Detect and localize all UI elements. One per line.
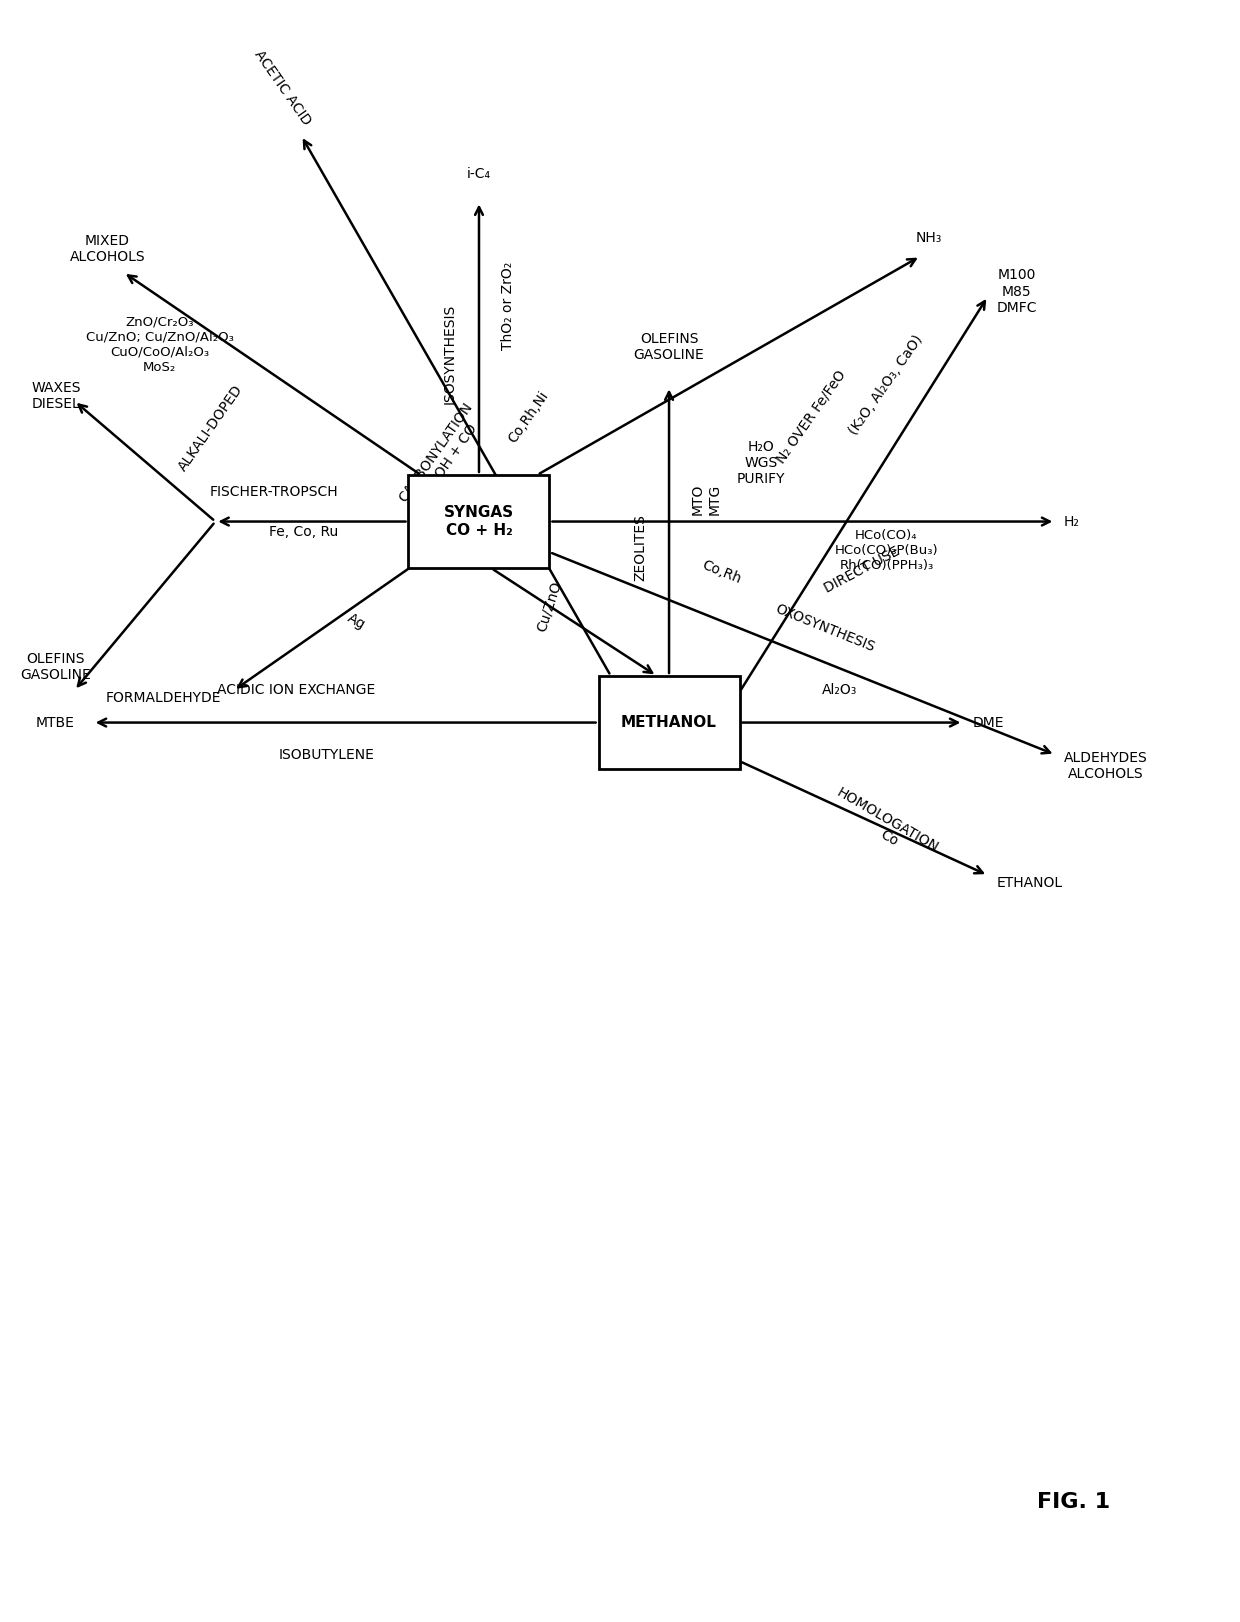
Text: OXOSYNTHESIS: OXOSYNTHESIS [774,602,877,654]
Text: Cu/ZnO: Cu/ZnO [534,579,564,633]
Text: ACIDIC ION EXCHANGE: ACIDIC ION EXCHANGE [217,683,374,697]
Text: ISOBUTYLENE: ISOBUTYLENE [279,748,374,762]
Text: HOMOLOGATION: HOMOLOGATION [835,785,941,855]
Text: H₂O
WGS
PURIFY: H₂O WGS PURIFY [737,440,785,487]
Text: DME: DME [973,715,1004,730]
Text: FISCHER-TROPSCH: FISCHER-TROPSCH [210,485,339,500]
Bar [408,475,549,568]
Text: FIG. 1: FIG. 1 [1037,1492,1110,1512]
Text: ALDEHYDES
ALCOHOLS: ALDEHYDES ALCOHOLS [1064,751,1147,782]
Text: Co: Co [878,827,900,848]
Bar [599,676,739,769]
Text: ThO₂ or ZrO₂: ThO₂ or ZrO₂ [501,261,515,350]
Text: ALKALI-DOPED: ALKALI-DOPED [176,383,246,474]
Text: ETHANOL: ETHANOL [997,876,1063,890]
Text: Co,Rh,Ni: Co,Rh,Ni [505,389,551,446]
Text: METHANOL: METHANOL [621,715,717,730]
Text: SYNGAS
CO + H₂: SYNGAS CO + H₂ [444,506,515,539]
Text: Co,Rh: Co,Rh [699,558,743,586]
Text: ACETIC ACID: ACETIC ACID [252,47,314,128]
Text: NH₃: NH₃ [916,230,942,245]
Text: Fe, Co, Ru: Fe, Co, Ru [269,526,339,539]
Text: Ag: Ag [345,610,368,633]
Text: WAXES
DIESEL: WAXES DIESEL [31,381,81,412]
Text: MTBE: MTBE [36,715,74,730]
Text: OLEFINS
GASOLINE: OLEFINS GASOLINE [634,333,704,362]
Text: N₂ OVER Fe/FeO: N₂ OVER Fe/FeO [774,368,848,466]
Text: ZnO/Cr₂O₃
Cu/ZnO; Cu/ZnO/Al₂O₃
CuO/CoO/Al₂O₃
MoS₂: ZnO/Cr₂O₃ Cu/ZnO; Cu/ZnO/Al₂O₃ CuO/CoO/A… [86,316,234,373]
Text: ZEOLITES: ZEOLITES [632,514,647,581]
Text: ISOSYNTHESIS: ISOSYNTHESIS [443,305,456,404]
Text: i-C₄: i-C₄ [467,167,491,180]
Text: M100
M85
DMFC: M100 M85 DMFC [997,268,1037,315]
Text: HCo(CO)₄
HCo(CO)₃P(Bu₃)
Rh(CO)(PPH₃)₃: HCo(CO)₄ HCo(CO)₃P(Bu₃) Rh(CO)(PPH₃)₃ [835,529,939,573]
Text: DIRECT USE: DIRECT USE [822,543,903,595]
Text: MIXED
ALCOHOLS: MIXED ALCOHOLS [69,234,145,264]
Text: CARBONYLATION
CH₃OH + CO: CARBONYLATION CH₃OH + CO [396,401,489,514]
Text: OLEFINS
GASOLINE: OLEFINS GASOLINE [21,652,92,683]
Text: H₂: H₂ [1064,514,1080,529]
Text: FORMALDEHYDE: FORMALDEHYDE [105,691,222,706]
Text: Al₂O₃: Al₂O₃ [822,683,858,697]
Text: (K₂O, Al₂O₃, CaO): (K₂O, Al₂O₃, CaO) [847,333,926,438]
Text: MTO
MTG: MTO MTG [691,483,722,514]
